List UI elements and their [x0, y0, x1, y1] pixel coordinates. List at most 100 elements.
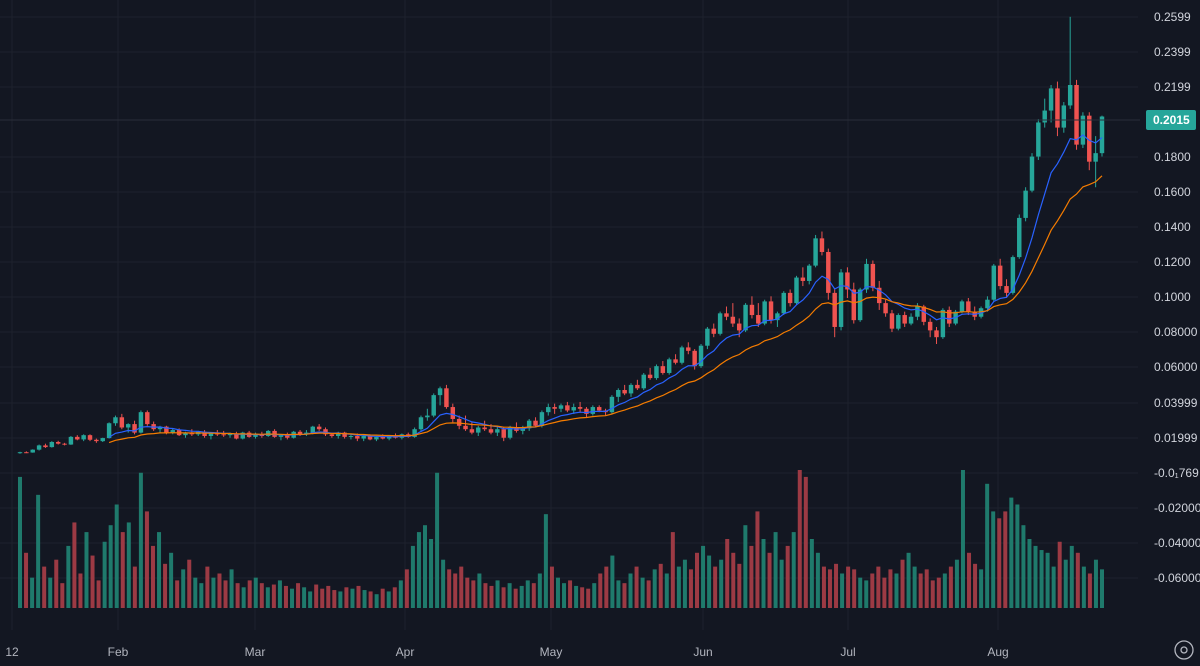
- time-axis[interactable]: 12 Feb Mar Apr May Jun Jul Aug: [5, 645, 1008, 659]
- candle-body: [711, 328, 716, 334]
- candle-body: [125, 424, 131, 428]
- candle-body: [55, 441, 61, 444]
- volume-bar: [688, 569, 693, 608]
- volume-bar: [223, 580, 228, 608]
- candle-body: [456, 418, 462, 426]
- candle-body: [1048, 88, 1054, 111]
- volume-bar: [507, 583, 512, 608]
- volume-bar: [616, 580, 621, 608]
- candle-body: [800, 277, 806, 281]
- candle-body: [30, 449, 35, 453]
- volume-bar: [797, 470, 802, 608]
- volume-bar: [471, 580, 476, 608]
- gear-icon[interactable]: [1174, 640, 1194, 660]
- candle-body: [49, 441, 55, 448]
- candle-body: [877, 287, 882, 304]
- volume-bar: [489, 585, 494, 608]
- volume-bar: [827, 569, 832, 608]
- volume-bar: [60, 583, 65, 608]
- volume-bar: [622, 583, 627, 608]
- price-tick-label: -0.02000: [1154, 501, 1200, 515]
- volume-bar: [495, 580, 500, 608]
- candle-body: [94, 439, 99, 442]
- time-tick-label: May: [540, 645, 563, 659]
- volume-bar: [1100, 569, 1104, 608]
- time-tick-label: Feb: [108, 645, 129, 659]
- volume-bar: [1021, 525, 1026, 608]
- volume-bar: [676, 566, 681, 608]
- chart-settings-button[interactable]: [1174, 640, 1194, 660]
- volume-bar: [1015, 504, 1020, 608]
- candle-body: [819, 238, 825, 252]
- volume-bar: [906, 552, 911, 608]
- volume-bar: [253, 577, 258, 608]
- volume-bar: [398, 580, 403, 608]
- candle-body: [1017, 217, 1022, 258]
- grid: [0, 0, 1138, 630]
- volume-bar: [924, 569, 929, 608]
- volume-bar: [441, 559, 446, 608]
- volume-bar: [483, 583, 488, 608]
- volume-bar: [531, 583, 536, 608]
- volume-bar: [580, 587, 585, 608]
- candle-body: [367, 436, 373, 440]
- candle-body: [310, 426, 316, 433]
- volume-bar: [640, 577, 645, 608]
- volume-bar: [773, 532, 778, 608]
- volume-bar: [1051, 566, 1056, 608]
- candle-body: [991, 265, 997, 300]
- volume-bar: [1081, 566, 1086, 608]
- volume-bar: [1009, 497, 1014, 608]
- volume-bar: [954, 559, 959, 608]
- candle-body: [927, 321, 933, 331]
- volume-bar: [574, 585, 579, 608]
- volume-bar: [604, 566, 609, 608]
- candle-body: [336, 432, 341, 437]
- time-tick-label: Apr: [396, 645, 415, 659]
- volume-bar: [936, 577, 941, 608]
- volume-bar: [967, 552, 972, 608]
- candle-body: [838, 272, 844, 327]
- volume-bar: [259, 583, 264, 608]
- candle-body: [1036, 122, 1041, 157]
- price-tick-label: 0.2599: [1154, 10, 1191, 24]
- volume-bar: [870, 573, 875, 608]
- candle-body: [832, 292, 837, 327]
- price-axis[interactable]: 0.2599 0.2399 0.2199 0.1800 0.1600 0.1400 0.12…: [1154, 10, 1200, 585]
- volume-bar: [193, 577, 198, 608]
- candle-body: [234, 433, 239, 439]
- time-tick-label: Jun: [693, 645, 712, 659]
- candle-body: [469, 429, 475, 433]
- volume-bar: [918, 573, 923, 608]
- volume-bar: [888, 569, 893, 608]
- candle-body: [221, 434, 226, 436]
- volume-bar: [410, 545, 415, 608]
- candle-body: [622, 390, 627, 394]
- volume-bar: [229, 569, 234, 608]
- volume-bar: [344, 587, 349, 608]
- volume-bar: [979, 569, 984, 608]
- volume-bar: [429, 539, 434, 608]
- candle-body: [768, 301, 774, 321]
- volume-bar: [120, 532, 125, 608]
- candle-body: [775, 313, 780, 321]
- candle-body: [743, 304, 748, 331]
- volume-bar: [525, 580, 530, 608]
- candle-body: [145, 412, 150, 425]
- volume-bar: [314, 584, 319, 608]
- volume-bar: [320, 588, 325, 608]
- volume-bar: [247, 580, 252, 608]
- candle-body: [826, 251, 831, 293]
- candle-body: [565, 405, 570, 411]
- volume-bar: [562, 583, 567, 608]
- volume-bar: [84, 532, 89, 608]
- volume-bar: [543, 514, 548, 608]
- candle-body: [806, 265, 812, 281]
- volume-bar: [598, 573, 603, 608]
- candle-body: [1067, 84, 1073, 106]
- candle-body: [864, 263, 869, 290]
- volume-bar: [435, 472, 440, 608]
- candle-body: [444, 388, 449, 408]
